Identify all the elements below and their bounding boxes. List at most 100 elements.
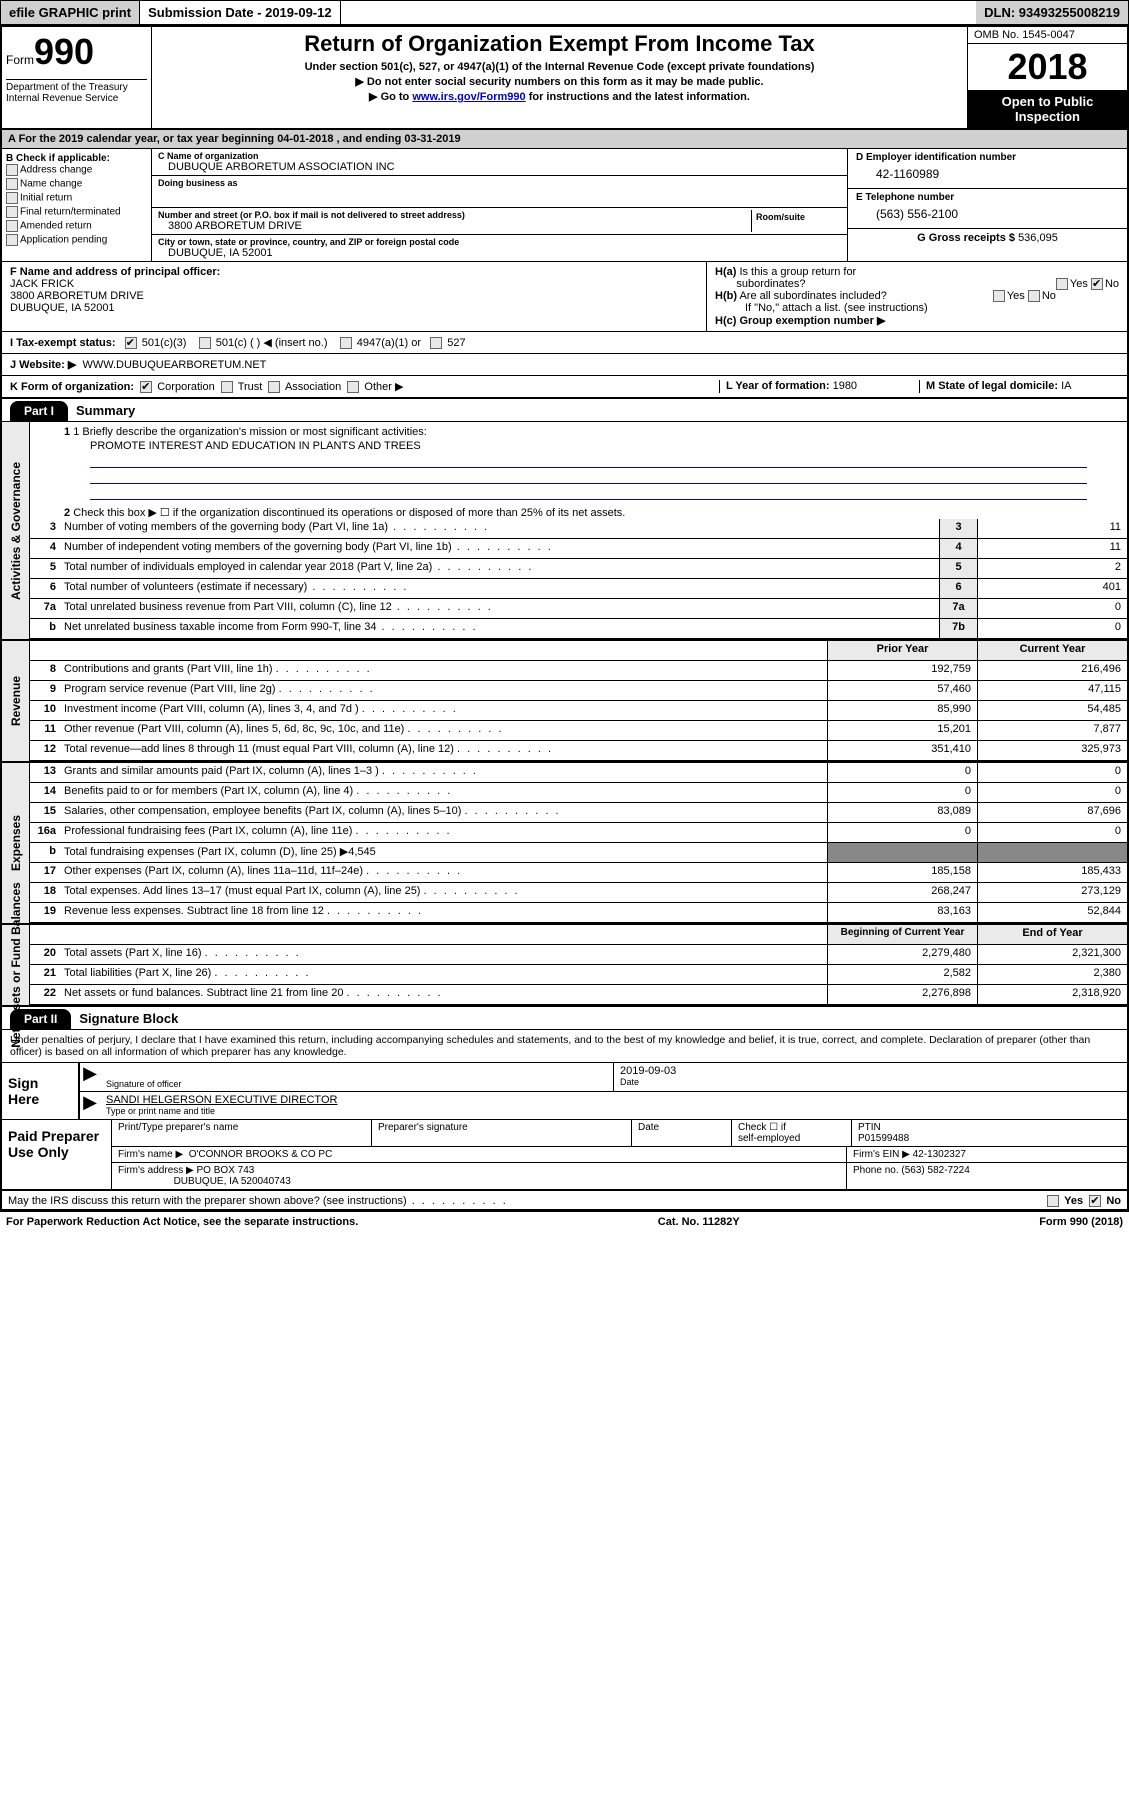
side-net-assets: Net Assets or Fund Balances: [2, 925, 30, 1005]
chk-501c[interactable]: [199, 337, 211, 349]
chk-initial-return[interactable]: Initial return: [6, 192, 147, 204]
form-id-block: Form990 Department of the Treasury Inter…: [2, 27, 152, 128]
discuss-row: May the IRS discuss this return with the…: [2, 1191, 1127, 1210]
chk-association[interactable]: [268, 381, 280, 393]
table-row: 7a Total unrelated business revenue from…: [30, 599, 1127, 619]
table-row: 3 Number of voting members of the govern…: [30, 519, 1127, 539]
chk-other[interactable]: [347, 381, 359, 393]
table-row: 4 Number of independent voting members o…: [30, 539, 1127, 559]
table-row: 8 Contributions and grants (Part VIII, l…: [30, 661, 1127, 681]
table-row: 16a Professional fundraising fees (Part …: [30, 823, 1127, 843]
row-k-form-org: K Form of organization: Corporation Trus…: [2, 376, 1127, 399]
sign-arrow-icon: ▶: [80, 1063, 100, 1091]
row-a-tax-year: A For the 2019 calendar year, or tax yea…: [2, 130, 1127, 149]
discuss-no[interactable]: [1089, 1195, 1101, 1207]
chk-501c3[interactable]: [125, 337, 137, 349]
side-revenue: Revenue: [2, 641, 30, 761]
table-row: 18 Total expenses. Add lines 13–17 (must…: [30, 883, 1127, 903]
dept-treasury: Department of the Treasury Internal Reve…: [6, 79, 147, 104]
website-url[interactable]: WWW.DUBUQUEARBORETUM.NET: [82, 359, 266, 371]
col-d-ein-phone: D Employer identification number 42-1160…: [847, 149, 1127, 261]
table-row: 13 Grants and similar amounts paid (Part…: [30, 763, 1127, 783]
ptin-cell: PTINP01599488: [852, 1120, 915, 1146]
part-ii-header: Part II Signature Block: [2, 1007, 1127, 1030]
open-to-public-badge: Open to PublicInspection: [968, 90, 1127, 128]
discuss-yes[interactable]: [1047, 1195, 1059, 1207]
table-row: 5 Total number of individuals employed i…: [30, 559, 1127, 579]
table-row: 6 Total number of volunteers (estimate i…: [30, 579, 1127, 599]
sign-arrow-icon: ▶: [80, 1092, 100, 1118]
line2-label: 2 Check this box ▶ ☐ if the organization…: [30, 502, 1127, 519]
hdr-end: End of Year: [977, 925, 1127, 944]
chk-corporation[interactable]: [140, 381, 152, 393]
table-row: 12 Total revenue—add lines 8 through 11 …: [30, 741, 1127, 761]
chk-527[interactable]: [430, 337, 442, 349]
table-row: 20 Total assets (Part X, line 16) 2,279,…: [30, 945, 1127, 965]
hdr-current-year: Current Year: [977, 641, 1127, 660]
city-state-zip: DUBUQUE, IA 52001: [158, 247, 841, 259]
chk-amended-return[interactable]: Amended return: [6, 220, 147, 232]
table-row: 22 Net assets or fund balances. Subtract…: [30, 985, 1127, 1005]
state-domicile: IA: [1061, 380, 1071, 392]
row-i-tax-exempt: I Tax-exempt status: 501(c)(3) 501(c) ( …: [2, 332, 1127, 354]
part-i-header: Part I Summary: [2, 399, 1127, 422]
chk-application-pending[interactable]: Application pending: [6, 234, 147, 246]
perjury-statement: Under penalties of perjury, I declare th…: [2, 1030, 1127, 1062]
efile-link[interactable]: efile GRAPHIC print: [1, 1, 140, 24]
table-row: 19 Revenue less expenses. Subtract line …: [30, 903, 1127, 923]
ha-no[interactable]: [1091, 278, 1103, 290]
sig-date: 2019-09-03: [620, 1065, 1121, 1077]
year-formation: 1980: [833, 380, 857, 392]
chk-trust[interactable]: [221, 381, 233, 393]
hdr-beginning: Beginning of Current Year: [827, 925, 977, 944]
table-row: b Total fundraising expenses (Part IX, c…: [30, 843, 1127, 863]
table-row: 11 Other revenue (Part VIII, column (A),…: [30, 721, 1127, 741]
form-title: Return of Organization Exempt From Incom…: [160, 31, 959, 57]
col-b-checkboxes: B Check if applicable: Address change Na…: [2, 149, 152, 261]
table-row: b Net unrelated business taxable income …: [30, 619, 1127, 639]
line1-label: 1 1 Briefly describe the organization's …: [30, 422, 1127, 438]
room-suite-label: Room/suite: [751, 210, 841, 232]
table-row: 10 Investment income (Part VIII, column …: [30, 701, 1127, 721]
street-address: 3800 ARBORETUM DRIVE: [158, 220, 751, 232]
ein: 42-1160989: [856, 163, 1119, 185]
firm-ein: 42-1302327: [913, 1149, 966, 1160]
ha-yes[interactable]: [1056, 278, 1068, 290]
dln: DLN: 93493255008219: [976, 1, 1128, 24]
phone: (563) 556-2100: [856, 203, 1119, 225]
table-row: 14 Benefits paid to or for members (Part…: [30, 783, 1127, 803]
table-row: 9 Program service revenue (Part VIII, li…: [30, 681, 1127, 701]
tax-year: 2018: [968, 44, 1127, 90]
form-title-block: Return of Organization Exempt From Incom…: [152, 27, 967, 128]
mission-text: PROMOTE INTEREST AND EDUCATION IN PLANTS…: [30, 438, 1127, 452]
firm-name: O'CONNOR BROOKS & CO PC: [189, 1149, 333, 1160]
irs-link[interactable]: www.irs.gov/Form990: [412, 91, 525, 103]
row-j-website: J Website: ▶ WWW.DUBUQUEARBORETUM.NET: [2, 354, 1127, 376]
org-name: DUBUQUE ARBORETUM ASSOCIATION INC: [158, 161, 841, 173]
submission-date: Submission Date - 2019-09-12: [140, 1, 341, 24]
omb-number: OMB No. 1545-0047: [968, 27, 1127, 44]
firm-addr1: PO BOX 743: [197, 1165, 255, 1176]
table-row: 17 Other expenses (Part IX, column (A), …: [30, 863, 1127, 883]
chk-name-change[interactable]: Name change: [6, 178, 147, 190]
row-h-group: H(a) Is this a group return for subordin…: [707, 262, 1127, 331]
hdr-self-employed: Check ☐ ifself-employed: [732, 1120, 852, 1146]
sign-here-label: Sign Here: [2, 1063, 80, 1119]
chk-4947[interactable]: [340, 337, 352, 349]
hdr-prep-date: Date: [632, 1120, 732, 1146]
chk-final-return[interactable]: Final return/terminated: [6, 206, 147, 218]
col-c-org-info: C Name of organization DUBUQUE ARBORETUM…: [152, 149, 847, 261]
hb-yes[interactable]: [993, 290, 1005, 302]
table-row: 15 Salaries, other compensation, employe…: [30, 803, 1127, 823]
form-990-page: Form990 Department of the Treasury Inter…: [0, 25, 1129, 1212]
hdr-preparer-sig: Preparer's signature: [372, 1120, 632, 1146]
chk-address-change[interactable]: Address change: [6, 164, 147, 176]
firm-addr2: DUBUQUE, IA 520040743: [174, 1176, 291, 1187]
hdr-prior-year: Prior Year: [827, 641, 977, 660]
top-bar: efile GRAPHIC print Submission Date - 20…: [0, 0, 1129, 25]
page-footer: For Paperwork Reduction Act Notice, see …: [0, 1212, 1129, 1232]
officer-name-title: SANDI HELGERSON EXECUTIVE DIRECTOR: [106, 1094, 1121, 1106]
firm-phone: (563) 582-7224: [901, 1165, 969, 1176]
hb-no[interactable]: [1028, 290, 1040, 302]
row-f-officer: F Name and address of principal officer:…: [2, 262, 707, 331]
